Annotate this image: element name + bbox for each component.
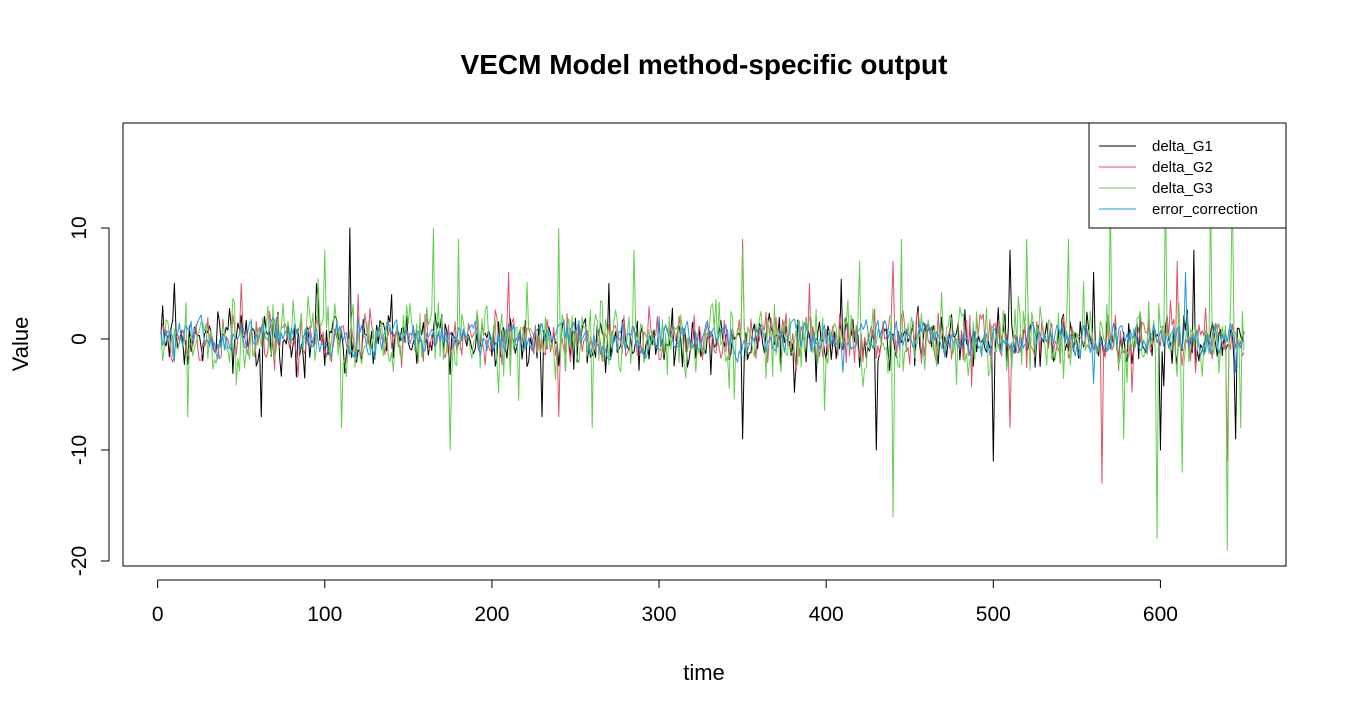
series-line-delta-G3 (160, 183, 1245, 551)
legend-label: delta_G2 (1152, 159, 1213, 176)
chart-title: VECM Model method-specific output (461, 49, 948, 80)
series-line-delta-G2 (160, 238, 1245, 484)
x-tick-label: 500 (976, 603, 1011, 626)
y-axis-label: Value (8, 317, 33, 372)
y-axis: -20 -10 0 10 (68, 216, 110, 576)
x-tick-label: 300 (642, 603, 677, 626)
y-tick-label: -20 (68, 546, 91, 576)
legend-label: delta_G3 (1152, 180, 1213, 197)
x-tick-label: 0 (152, 603, 164, 626)
x-axis-label: time (683, 660, 725, 685)
x-tick-label: 600 (1143, 603, 1178, 626)
x-tick-label: 200 (474, 603, 509, 626)
y-tick-label: -10 (68, 435, 91, 465)
y-tick-label: 10 (68, 216, 91, 239)
legend-box (1088, 122, 1287, 229)
x-tick-label: 100 (307, 603, 342, 626)
x-axis: 0 100 200 300 400 500 600 (152, 579, 1178, 626)
legend-label: delta_G1 (1152, 138, 1213, 155)
legend: delta_G1 delta_G2 delta_G3 error_correction (1088, 122, 1287, 229)
legend-label: error_correction (1152, 201, 1258, 218)
x-tick-label: 400 (809, 603, 844, 626)
series-line-error-correction (160, 271, 1245, 384)
y-tick-label: 0 (68, 333, 91, 345)
plot-frame (122, 122, 1287, 567)
series-layer (160, 183, 1245, 551)
